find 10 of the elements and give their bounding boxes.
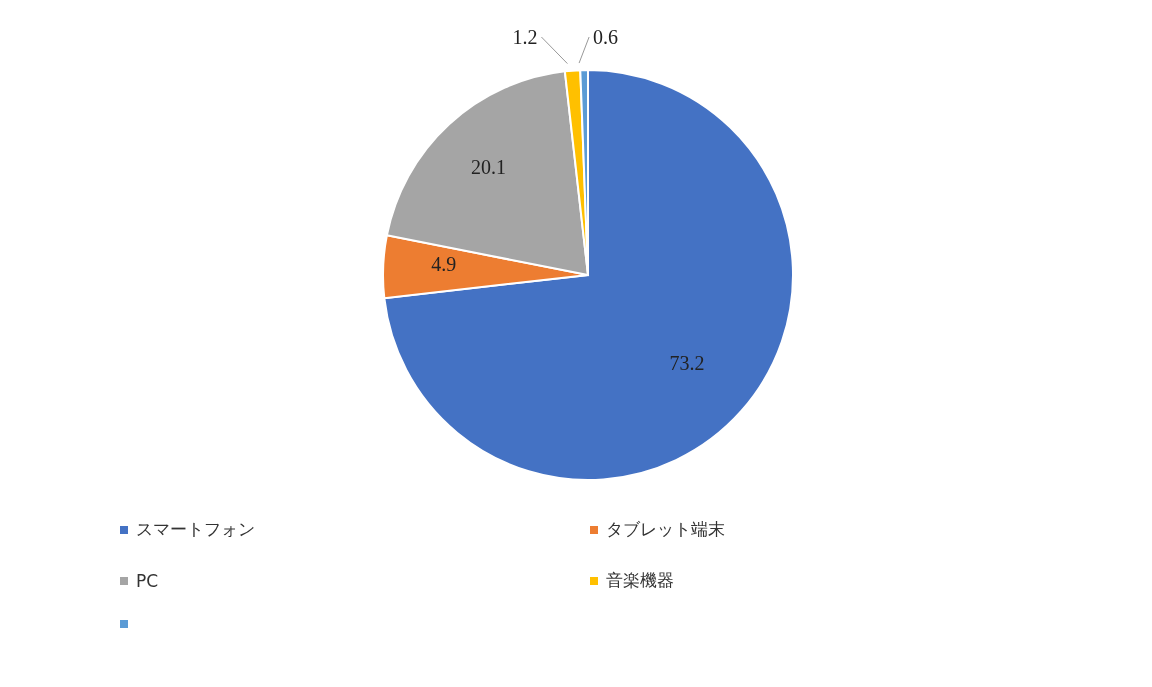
data-label: 1.2 — [512, 26, 538, 48]
data-label: 0.6 — [593, 26, 619, 48]
data-label: 20.1 — [471, 156, 507, 179]
data-label: 4.9 — [431, 253, 457, 276]
legend-label: タブレット端末 — [606, 518, 725, 541]
pie-slice — [383, 69, 794, 481]
legend-label: スマートフォン — [136, 518, 255, 541]
data-label: 73.2 — [669, 351, 705, 374]
legend-label: 音楽機器 — [606, 569, 674, 592]
legend-label: PC — [136, 570, 159, 591]
